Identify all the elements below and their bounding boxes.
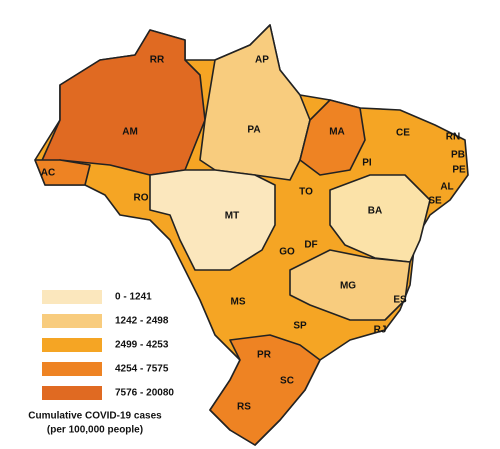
state-label: CE [396, 128, 410, 139]
state-label: ES [393, 295, 407, 306]
state-label: PI [362, 158, 372, 169]
state-label: BA [368, 206, 382, 217]
legend-title: Cumulative COVID-19 cases [28, 411, 162, 422]
state-label: SE [428, 196, 442, 207]
state-label: RN [446, 132, 460, 143]
state-label: PE [452, 165, 466, 176]
state-label: PA [247, 125, 260, 136]
state-label: MT [225, 211, 239, 222]
state-label: RR [150, 55, 165, 66]
state-label: TO [299, 187, 313, 198]
country-shapes [34, 24, 469, 446]
state-label: SC [280, 376, 294, 387]
region-ac [34, 159, 91, 186]
legend-label: 0 - 1241 [115, 292, 152, 303]
legend-label: 4254 - 7575 [115, 364, 169, 375]
legend-label: 2499 - 4253 [115, 340, 169, 351]
region-am [39, 29, 206, 176]
state-label: PB [451, 150, 465, 161]
region-mg [289, 249, 411, 321]
legend-label: 1242 - 2498 [115, 316, 169, 327]
state-label: GO [279, 247, 295, 258]
region-ba [329, 174, 431, 263]
legend-swatch [42, 362, 102, 376]
legend-swatch [42, 338, 102, 352]
state-label: SP [293, 321, 307, 332]
state-label: AC [41, 168, 55, 179]
state-label: DF [304, 240, 317, 251]
legend-swatch [42, 290, 102, 304]
state-label: MS [231, 297, 246, 308]
legend-title: (per 100,000 people) [47, 425, 143, 436]
region-mt [149, 169, 276, 271]
state-label: AM [122, 127, 138, 138]
state-label: PR [257, 350, 272, 361]
state-label: AL [440, 182, 453, 193]
region-ma [299, 99, 366, 176]
state-label: AP [255, 55, 269, 66]
state-labels: RR AP AM PA MA CE RN PB PE AC RO PI AL SE TO MT BA GO DF MG… [41, 55, 466, 413]
region-south [209, 334, 321, 446]
state-label: MA [329, 127, 345, 138]
state-label: RS [237, 402, 251, 413]
state-label: MG [340, 281, 356, 292]
legend-swatch [42, 314, 102, 328]
legend-label: 7576 - 20080 [115, 388, 174, 399]
legend-swatch [42, 386, 102, 400]
legend: 0 - 1241 1242 - 2498 2499 - 4253 4254 - 757… [28, 290, 174, 436]
region-pa [199, 24, 311, 181]
state-label: RJ [374, 325, 387, 336]
state-label: RO [134, 193, 149, 204]
